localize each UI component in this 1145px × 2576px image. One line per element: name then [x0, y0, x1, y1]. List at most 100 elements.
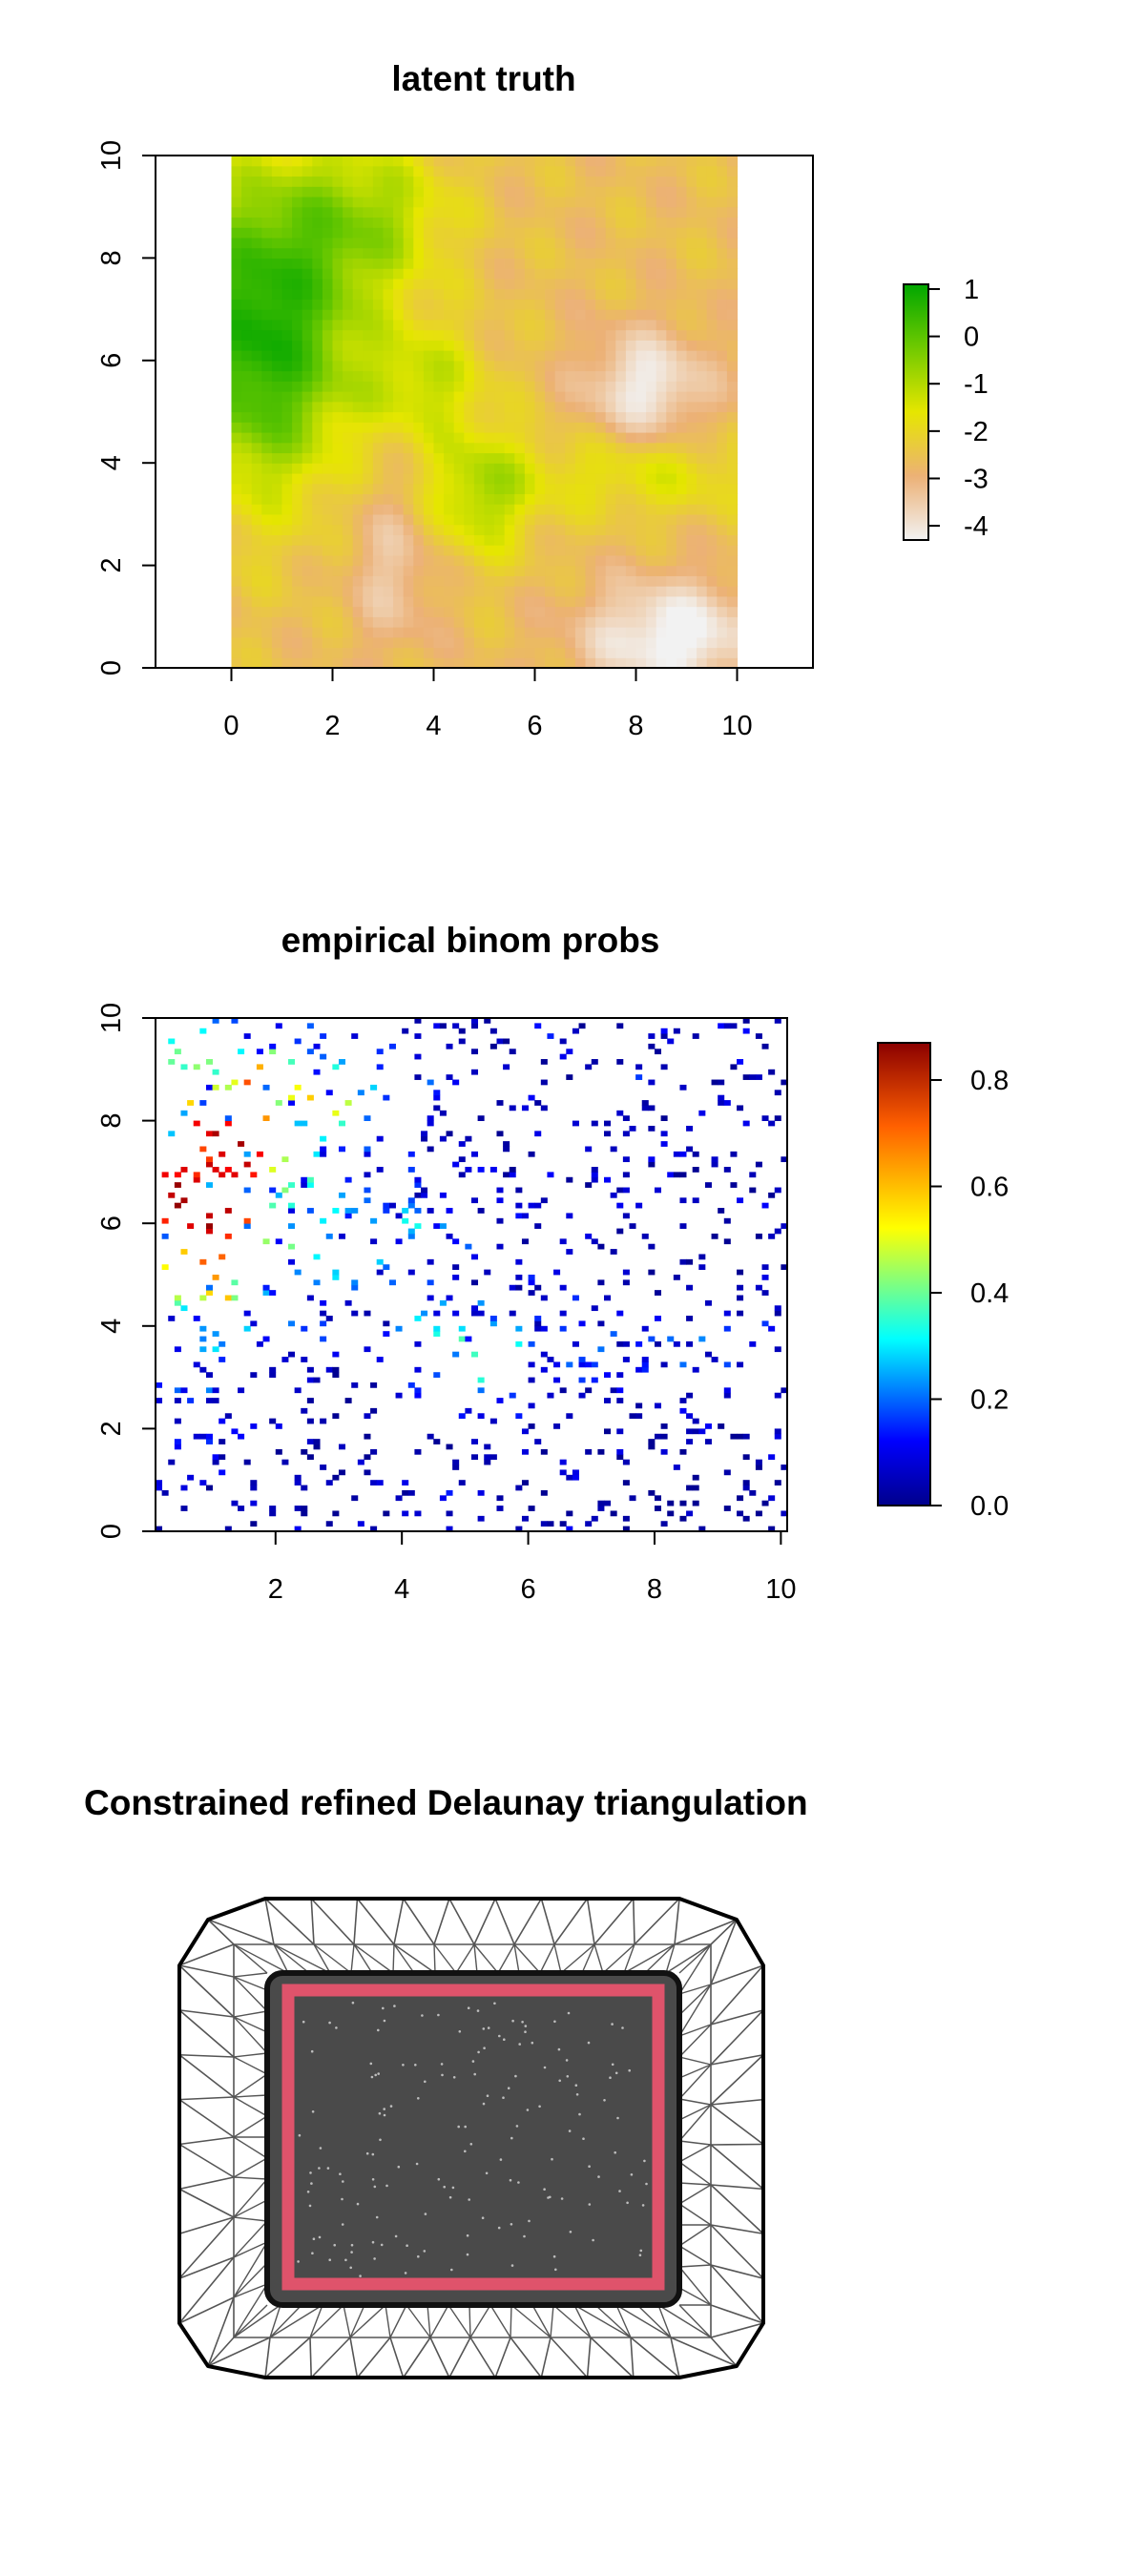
prob-cell: [547, 1357, 554, 1362]
prob-cell: [616, 1023, 624, 1029]
mesh-edge: [632, 1898, 635, 1945]
prob-cell: [174, 1444, 181, 1450]
latent-cell: [473, 299, 486, 310]
latent-cell: [574, 452, 587, 464]
prob-cell: [585, 1146, 593, 1153]
prob-cell: [761, 1115, 769, 1121]
latent-cell: [343, 309, 354, 321]
prob-cell: [364, 1469, 371, 1476]
latent-cell: [545, 534, 556, 546]
latent-cell: [615, 237, 627, 249]
latent-cell: [666, 565, 677, 576]
latent-cell: [383, 504, 394, 515]
latent-cell: [697, 411, 708, 423]
latent-cell: [332, 268, 344, 280]
latent-cell: [504, 350, 515, 362]
latent-cell: [383, 513, 394, 526]
prob-cell: [723, 1392, 731, 1399]
latent-cell: [534, 391, 546, 403]
latent-cell: [534, 156, 546, 167]
prob-cell: [439, 1495, 447, 1502]
prob-cell: [591, 1167, 598, 1173]
latent-cell: [271, 442, 283, 454]
prob-cell: [275, 1238, 282, 1245]
latent-cell: [494, 156, 506, 167]
latent-cell: [494, 176, 506, 187]
latent-cell: [484, 647, 495, 658]
prob-cell: [452, 1465, 460, 1470]
prob-cell: [231, 1428, 239, 1435]
prob-cell: [219, 1454, 226, 1461]
latent-cell: [473, 431, 486, 444]
latent-cell: [504, 217, 515, 228]
prob-cell: [262, 1084, 270, 1091]
prob-cell: [755, 1465, 762, 1470]
latent-cell: [241, 627, 253, 638]
latent-cell: [545, 401, 556, 413]
latent-cell: [565, 524, 576, 535]
latent-cell: [534, 442, 546, 454]
latent-cell: [615, 401, 627, 413]
latent-cell: [574, 595, 587, 608]
latent-cell: [383, 647, 394, 658]
latent-cell: [343, 513, 354, 526]
latent-cell: [706, 627, 718, 638]
mesh-node: [333, 2243, 337, 2247]
latent-cell: [565, 513, 576, 526]
latent-cell: [464, 627, 475, 638]
latent-cell: [453, 545, 465, 556]
prob-cell: [648, 1156, 656, 1163]
latent-cell: [545, 647, 556, 658]
latent-cell: [352, 627, 364, 638]
mesh-edge: [233, 2220, 268, 2258]
latent-cell: [717, 472, 728, 485]
latent-cell: [697, 258, 708, 269]
latent-cell: [444, 493, 455, 505]
mesh-edge: [594, 2304, 632, 2338]
latent-cell: [554, 636, 566, 649]
latent-cell: [625, 422, 637, 433]
prob-cell: [168, 1131, 176, 1137]
latent-cell: [514, 431, 526, 444]
mesh-edge: [178, 2009, 235, 2058]
prob-cell: [193, 1433, 200, 1440]
latent-cell: [393, 431, 405, 444]
prob-cell: [168, 1316, 176, 1321]
prob-cell: [559, 1310, 567, 1317]
latent-cell: [433, 401, 445, 413]
latent-cell: [484, 586, 495, 597]
prob-cell: [313, 1279, 321, 1286]
prob-cell: [402, 1217, 409, 1224]
mesh-node: [394, 2234, 398, 2238]
latent-cell: [271, 586, 283, 597]
prob-cell: [301, 1182, 308, 1188]
latent-cell: [251, 636, 262, 649]
latent-cell: [615, 463, 627, 474]
latent-cell: [363, 472, 374, 485]
latent-cell: [514, 513, 526, 526]
prob-cell: [446, 1043, 453, 1049]
latent-cell: [352, 299, 364, 310]
latent-cell: [363, 483, 374, 495]
mesh-edge: [710, 2322, 764, 2338]
latent-cell: [413, 442, 425, 454]
latent-cell: [241, 381, 253, 392]
prob-cell: [452, 1161, 460, 1168]
latent-cell: [635, 586, 647, 597]
latent-cell: [464, 545, 475, 556]
mesh-edge: [178, 2096, 235, 2101]
latent-cell: [514, 472, 526, 485]
latent-cell: [423, 258, 435, 269]
latent-cell: [656, 595, 667, 608]
prob-cell: [540, 1521, 548, 1527]
prob-cell: [723, 1217, 731, 1224]
latent-cell: [372, 176, 385, 187]
mesh-edge: [178, 2143, 235, 2178]
binom-probs-legend: 0.80.60.40.20.0: [877, 1042, 1009, 1522]
latent-cell: [473, 381, 486, 392]
prob-cell: [439, 1299, 447, 1306]
mesh-edge: [393, 1943, 415, 1974]
latent-cell: [534, 227, 546, 239]
prob-cell: [547, 1392, 554, 1399]
latent-cell: [453, 647, 465, 658]
